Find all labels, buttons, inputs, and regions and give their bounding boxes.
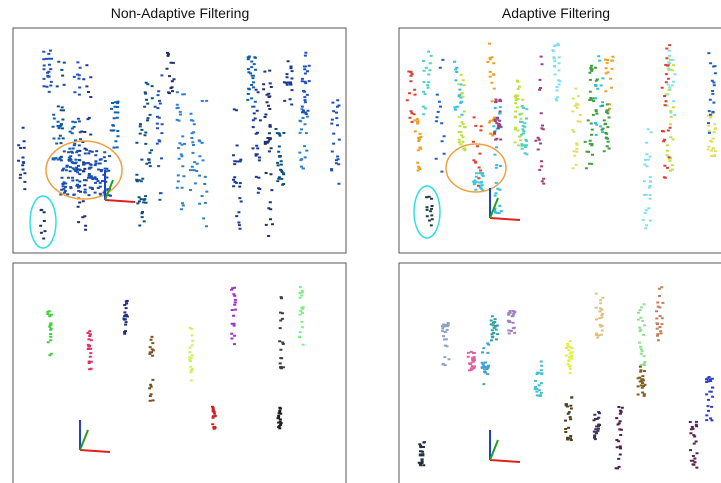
right-title: Adaptive Filtering	[502, 5, 610, 21]
left-title: Non-Adaptive Filtering	[111, 5, 250, 21]
figure: Non-Adaptive Filtering Adaptive Filterin…	[0, 0, 721, 483]
panel-bottom-left	[13, 263, 346, 483]
panel-bottom-right	[399, 263, 721, 483]
page: Non-Adaptive Filtering Adaptive Filterin…	[0, 0, 721, 483]
panel-top-right	[399, 28, 721, 253]
